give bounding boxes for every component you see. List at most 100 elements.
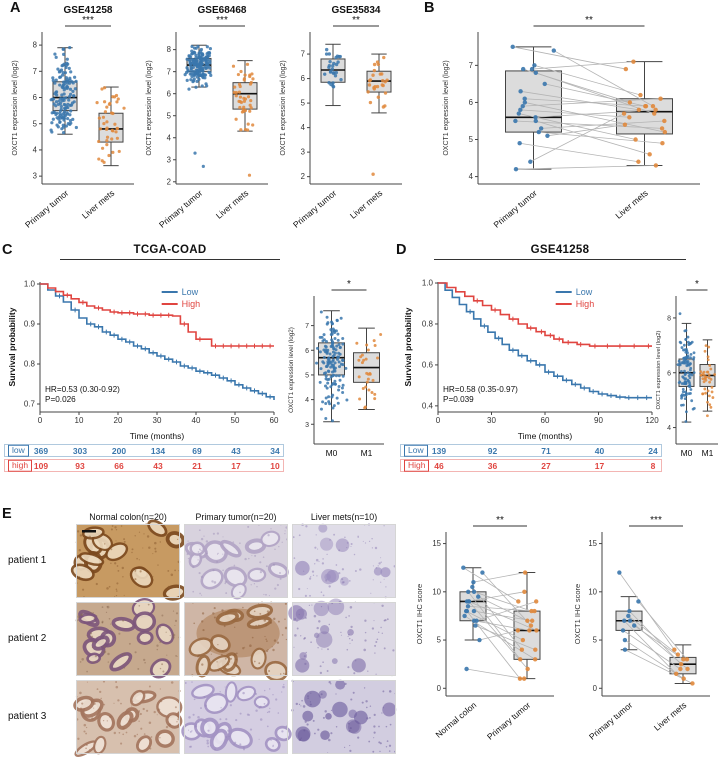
svg-text:5: 5	[593, 636, 598, 645]
svg-text:3: 3	[167, 155, 171, 164]
axes: 2 3 4 5 6 7 8 OXCT1 expression level (log2)	[146, 32, 268, 186]
svg-text:*: *	[347, 279, 351, 290]
paired-plot-primary-vs-livermets: 4 5 6 7 OXCT1 expression level (log2) Primary…	[443, 15, 700, 230]
svg-text:1.0: 1.0	[422, 279, 434, 288]
panel-label-e: E	[2, 506, 12, 522]
ihc-row-label-patient-2: patient 2	[8, 633, 47, 644]
svg-text:*: *	[695, 279, 699, 290]
section-title-gse41258: GSE41258	[434, 244, 686, 260]
svg-text:1.0: 1.0	[24, 280, 36, 289]
axes: 4 6 8 OXCT1 expression level (log2)	[656, 296, 718, 445]
svg-text:10: 10	[432, 587, 441, 596]
svg-text:10: 10	[75, 416, 84, 425]
svg-text:2: 2	[301, 172, 305, 181]
svg-text:M0: M0	[326, 448, 338, 458]
risk-count: 36	[487, 460, 498, 471]
svg-text:6: 6	[667, 370, 671, 377]
svg-text:Primary tumor: Primary tumor	[485, 700, 532, 742]
risk-row-name: Low	[404, 444, 428, 457]
svg-text:M0: M0	[681, 448, 693, 458]
scale-bar	[82, 530, 96, 533]
svg-text:Low: Low	[182, 287, 199, 297]
scatter-points-liver-mets	[366, 55, 389, 176]
svg-text:8: 8	[167, 45, 171, 54]
ihc-col-header-liver-mets: Liver mets(n=10)	[310, 512, 378, 522]
ihc-col-header-normal-colon: Normal colon(n=20)	[89, 512, 167, 522]
risk-count: 17	[231, 460, 241, 471]
svg-text:4: 4	[301, 123, 306, 132]
risk-row-low: low 369 303 200 134 69 43 34	[4, 444, 284, 457]
risk-row-name: High	[404, 459, 430, 472]
svg-text:8: 8	[667, 316, 671, 323]
svg-text:Survival probability: Survival probability	[403, 307, 413, 386]
svg-text:6: 6	[305, 348, 309, 355]
svg-text:OXCT1 expression level (log2): OXCT1 expression level (log2)	[288, 327, 295, 413]
svg-text:Primary tumor: Primary tumor	[23, 188, 70, 230]
svg-text:5: 5	[469, 135, 474, 144]
risk-count: 92	[487, 445, 498, 456]
section-title-tcga-coad: TCGA-COAD	[60, 244, 280, 260]
svg-text:4: 4	[469, 172, 474, 181]
svg-text:50: 50	[231, 416, 240, 425]
svg-text:P=0.039: P=0.039	[443, 395, 474, 404]
svg-text:Time (months): Time (months)	[130, 431, 185, 441]
ihc-image-patient3-primary-tumor	[181, 679, 292, 754]
pair-points	[461, 565, 539, 681]
risk-count: 69	[192, 445, 202, 456]
svg-text:5: 5	[437, 636, 442, 645]
pair-points	[617, 570, 695, 686]
svg-text:4: 4	[167, 133, 172, 142]
ihc-row-label-patient-1: patient 1	[8, 555, 47, 566]
km-series-high	[40, 283, 274, 347]
risk-row-high: High 46 36 27 17 8	[400, 459, 662, 472]
axes: 0 5 10 15 OXCT1 IHC score	[573, 532, 710, 697]
svg-text:Liver mets: Liver mets	[613, 188, 649, 221]
svg-text:15: 15	[588, 539, 597, 548]
scatter-points-m1	[699, 344, 717, 418]
panel-label-c: C	[2, 242, 13, 258]
risk-table-gse41258: Low 139 92 71 40 24 High 46 36 27 17 8	[400, 444, 662, 474]
svg-text:Survival probability: Survival probability	[7, 307, 17, 386]
svg-text:7: 7	[33, 67, 37, 76]
svg-text:6: 6	[301, 74, 305, 83]
svg-text:4: 4	[33, 146, 38, 155]
svg-text:3: 3	[301, 148, 305, 157]
risk-count: 27	[541, 460, 551, 471]
svg-text:Primary tumor: Primary tumor	[587, 700, 634, 742]
scatter-points-primary-tumor	[183, 44, 213, 168]
svg-text:Primary tumor: Primary tumor	[291, 188, 338, 230]
risk-count: 200	[111, 445, 127, 456]
svg-text:High: High	[182, 299, 201, 309]
svg-text:0.4: 0.4	[422, 401, 434, 410]
ihc-image-patient3-liver-mets	[291, 679, 397, 754]
svg-text:GSE68468: GSE68468	[198, 5, 247, 16]
panel-label-a: A	[10, 0, 21, 16]
km-series-low	[438, 282, 652, 399]
svg-text:HR=0.58 (0.35-0.97): HR=0.58 (0.35-0.97)	[443, 385, 518, 394]
risk-count: 46	[434, 460, 444, 471]
svg-text:0.9: 0.9	[24, 320, 36, 329]
boxplot-gse41258-primary-vs-livermets: 3 4 5 6 7 8 OXCT1 expression level (log2) GSE41…	[12, 5, 134, 230]
scatter-points-m0	[315, 310, 349, 423]
svg-text:3: 3	[33, 172, 37, 181]
scatter-points-m0	[676, 312, 696, 423]
ihc-image-patient1-liver-mets	[292, 523, 396, 599]
risk-count: 71	[541, 445, 551, 456]
risk-count: 66	[114, 460, 124, 471]
svg-text:0.8: 0.8	[422, 320, 434, 329]
svg-text:7: 7	[301, 50, 305, 59]
risk-count: 93	[75, 460, 85, 471]
risk-count: 8	[650, 460, 656, 471]
pair-points	[510, 44, 668, 172]
svg-text:**: **	[585, 15, 593, 26]
svg-text:2: 2	[167, 177, 171, 186]
axes: 3 4 5 6 7 8 OXCT1 expression level (log2)	[12, 32, 134, 185]
risk-count: 43	[153, 460, 163, 471]
svg-text:15: 15	[432, 539, 441, 548]
svg-text:GSE41258: GSE41258	[64, 5, 113, 16]
svg-text:5: 5	[301, 99, 306, 108]
ihc-image-patient2-normal-colon	[75, 598, 181, 679]
svg-text:Liver mets: Liver mets	[348, 188, 384, 221]
svg-text:HR=0.53 (0.30-0.92): HR=0.53 (0.30-0.92)	[45, 385, 120, 394]
svg-text:6: 6	[167, 89, 171, 98]
